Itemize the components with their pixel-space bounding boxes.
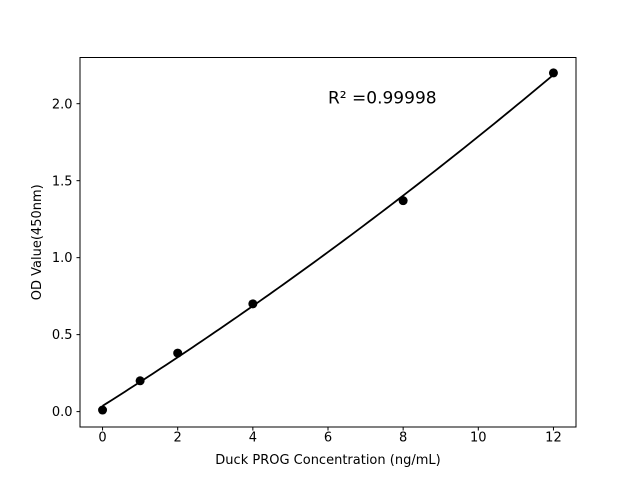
data-point-marker: [548, 68, 558, 78]
y-tick-label: 0.5: [52, 328, 73, 343]
data-point-marker: [98, 405, 108, 415]
r-squared-annotation: R² =0.99998: [328, 89, 437, 109]
y-tick-label: 1.0: [52, 251, 73, 266]
x-tick-label: 0: [98, 431, 106, 446]
y-tick-label: 1.5: [52, 174, 73, 189]
data-point-marker: [398, 196, 408, 206]
x-tick-label: 10: [470, 431, 487, 446]
trendline-curve: [102, 74, 555, 407]
y-axis-label: OD Value(450nm): [30, 184, 45, 300]
y-tick-label: 2.0: [52, 97, 73, 112]
data-point-marker: [135, 376, 145, 386]
x-tick-label: 2: [174, 431, 182, 446]
y-tick-label: 0.0: [52, 405, 73, 420]
data-point-marker: [173, 348, 183, 358]
data-point-marker: [248, 299, 258, 309]
x-tick-label: 4: [249, 431, 257, 446]
x-tick-label: 8: [399, 431, 407, 446]
x-axis-label: Duck PROG Concentration (ng/mL): [215, 453, 440, 468]
x-tick-label: 6: [324, 431, 332, 446]
x-tick-label: 12: [545, 431, 562, 446]
